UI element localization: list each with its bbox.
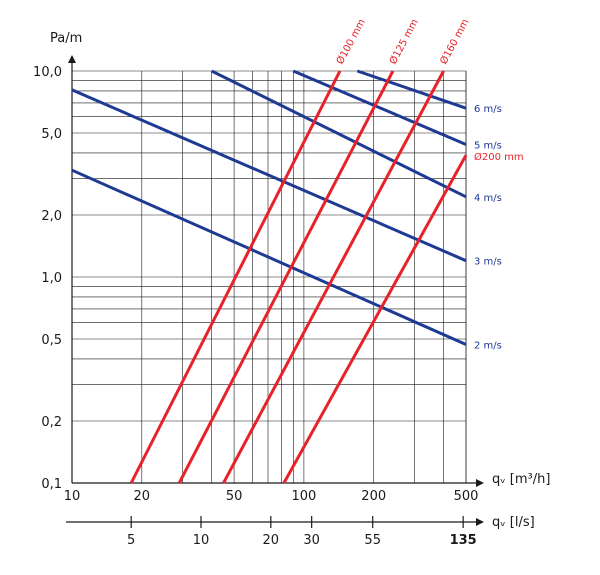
x-tick-label: 500: [454, 489, 479, 504]
x2-axis-arrow: [476, 518, 484, 526]
velocity-line: [71, 88, 467, 263]
x2-tick-label: 135: [450, 533, 477, 548]
x-axis-label: qᵥ [m³/h]: [492, 472, 550, 487]
y-tick-label: 0,2: [41, 415, 62, 430]
diameter-line: [129, 70, 342, 484]
velocity-line: [210, 69, 467, 199]
velocity-line: [71, 168, 467, 346]
y-axis-arrow: [68, 55, 76, 63]
diameter-label: Ø100 mm: [334, 17, 368, 66]
velocity-label: 5 m/s: [474, 140, 502, 151]
x2-axis-label: qᵥ [l/s]: [492, 515, 535, 530]
axes: [66, 55, 484, 528]
velocity-line: [356, 69, 467, 110]
velocity-line: [292, 69, 467, 146]
velocity-label: 3 m/s: [474, 257, 502, 268]
x-tick-label: 200: [361, 489, 386, 504]
x2-tick-label: 10: [193, 533, 210, 548]
velocity-label: 4 m/s: [474, 193, 502, 204]
grid: [71, 70, 467, 484]
y-axis-label: Pa/m: [50, 31, 82, 46]
diameter-label: Ø125 mm: [387, 17, 421, 66]
x-tick-label: 20: [134, 489, 151, 504]
diameter-lines: [129, 70, 468, 484]
x2-tick-label: 5: [127, 533, 135, 548]
y-tick-label: 10,0: [33, 65, 62, 80]
velocity-lines: [71, 69, 467, 346]
x-tick-label: 50: [226, 489, 243, 504]
y-tick-label: 0,1: [41, 477, 62, 492]
y-tick-label: 0,5: [41, 333, 62, 348]
y-tick-label: 5,0: [41, 127, 62, 142]
diameter-label: Ø200 mm: [474, 151, 524, 163]
diameter-label: Ø160 mm: [438, 17, 472, 66]
x2-tick-label: 55: [364, 533, 381, 548]
velocity-label: 6 m/s: [474, 104, 502, 115]
velocity-label: 2 m/s: [474, 341, 502, 352]
diameter-line: [177, 70, 395, 484]
y-tick-label: 2,0: [41, 209, 62, 224]
diameter-line: [282, 154, 468, 484]
x-tick-label: 10: [64, 489, 81, 504]
y-tick-label: 1,0: [41, 271, 62, 286]
x-tick-label: 100: [291, 489, 316, 504]
x2-tick-label: 30: [303, 533, 320, 548]
diameter-line: [222, 70, 445, 484]
x2-tick-label: 20: [263, 533, 280, 548]
x-axis-arrow: [476, 479, 484, 487]
